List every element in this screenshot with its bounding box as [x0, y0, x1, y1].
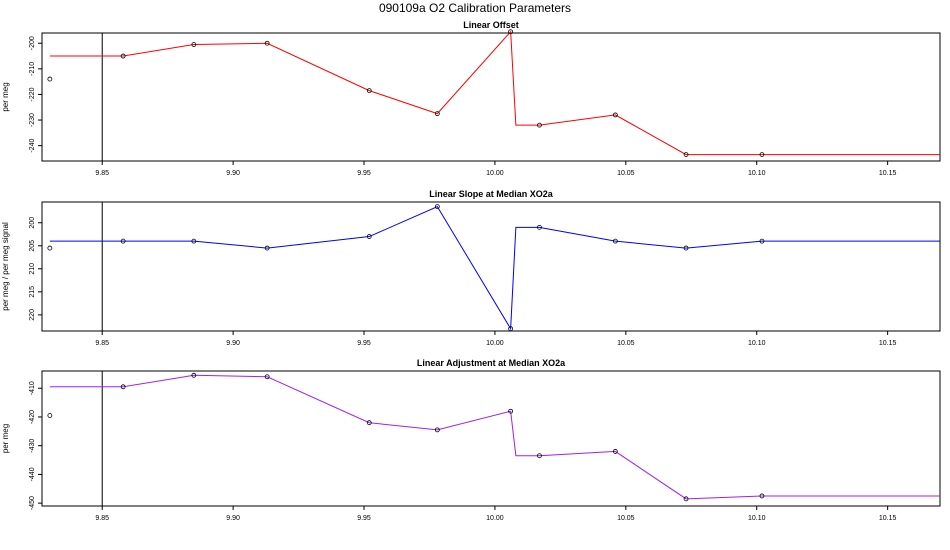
panel-3: Linear Adjustment at Median XO2a 9.85 9.90… [1, 358, 941, 522]
y-axis-label: per meg / per meg signal [1, 222, 10, 311]
y-tick-label: 205 [29, 240, 36, 252]
x-tick-label: 9.85 [95, 340, 109, 347]
data-point [264, 374, 270, 380]
data-point [191, 238, 197, 244]
data-point [537, 224, 542, 230]
x-tick-label: 9.90 [226, 515, 240, 522]
x-tick-label: 9.90 [226, 340, 240, 347]
data-point [366, 234, 372, 239]
data-point [537, 122, 542, 128]
x-tick-label: 10.05 [617, 170, 635, 177]
y-axis-label: per meg [1, 82, 10, 111]
y-tick-label: -230 [29, 113, 36, 127]
data-point [683, 496, 689, 502]
data-point [47, 413, 53, 418]
x-tick-label: 10.00 [486, 340, 504, 347]
data-point [434, 427, 440, 433]
data-point [366, 88, 372, 93]
y-tick-label: -210 [29, 62, 36, 76]
y-tick-label: 220 [29, 309, 36, 321]
x-tick-label: 10.05 [617, 515, 635, 522]
y-tick-label: -240 [29, 139, 36, 153]
data-point [759, 493, 765, 499]
x-tick-label: 9.95 [357, 340, 371, 347]
y-axis-label: per meg [1, 424, 10, 453]
y-tick-label: 215 [29, 286, 36, 298]
data-point [120, 53, 126, 59]
y-tick-label: -200 [29, 36, 36, 50]
x-tick-label: 9.95 [357, 515, 371, 522]
data-point [759, 238, 765, 244]
data-point [683, 152, 689, 158]
x-tick-label: 10.10 [748, 340, 766, 347]
data-point [120, 384, 126, 390]
y-tick-label: -420 [29, 410, 36, 424]
y-tick-label: -410 [29, 381, 36, 395]
data-point [47, 245, 53, 251]
plot-frame [41, 32, 941, 162]
data-point [120, 238, 126, 244]
series-line [49, 205, 940, 331]
x-tick-label: 10.05 [617, 340, 635, 347]
data-point [508, 326, 514, 332]
panel-title: Linear Slope at Median XO2a [429, 189, 554, 199]
data-point [434, 204, 440, 210]
plot-frame [41, 370, 941, 507]
panel-title: Linear Offset [463, 20, 519, 30]
data-point [264, 40, 270, 46]
data-point [191, 42, 197, 47]
x-tick-label: 9.90 [226, 170, 240, 177]
data-point [612, 449, 618, 454]
y-tick-label: -220 [29, 87, 36, 101]
x-tick-label: 10.15 [879, 340, 897, 347]
x-tick-label: 10.10 [748, 515, 766, 522]
y-tick-label: -440 [29, 467, 36, 481]
x-tick-label: 10.15 [879, 515, 897, 522]
y-tick-label: -430 [29, 439, 36, 453]
main-title: 090109a O2 Calibration Parameters [379, 1, 571, 15]
data-point [508, 408, 514, 414]
x-tick-label: 9.95 [357, 170, 371, 177]
panel-2: Linear Slope at Median XO2a 9.85 9.90 9.95 1… [1, 189, 941, 347]
data-point [683, 245, 689, 251]
y-tick-label: 210 [29, 263, 36, 275]
data-point [264, 245, 270, 251]
series-line [49, 30, 940, 156]
data-point [612, 238, 618, 244]
x-tick-label: 9.85 [95, 170, 109, 177]
data-point [508, 29, 514, 35]
data-point [759, 152, 765, 158]
data-point [434, 111, 440, 117]
data-point [366, 420, 372, 426]
data-point [612, 112, 618, 118]
panel-1: Linear Offset 9.85 9.90 9.95 10.00 10.05 10.10… [1, 20, 941, 177]
x-tick-label: 9.85 [95, 515, 109, 522]
data-point [47, 76, 53, 82]
series-line [49, 374, 940, 500]
x-tick-label: 10.00 [486, 170, 504, 177]
data-point [537, 453, 542, 459]
y-tick-label: 200 [29, 217, 36, 229]
x-tick-label: 10.10 [748, 170, 766, 177]
panel-title: Linear Adjustment at Median XO2a [417, 358, 566, 368]
x-tick-label: 10.00 [486, 515, 504, 522]
data-point [191, 372, 197, 378]
plot-frame [41, 201, 941, 332]
x-tick-label: 10.15 [879, 170, 897, 177]
y-tick-label: -450 [29, 496, 36, 510]
